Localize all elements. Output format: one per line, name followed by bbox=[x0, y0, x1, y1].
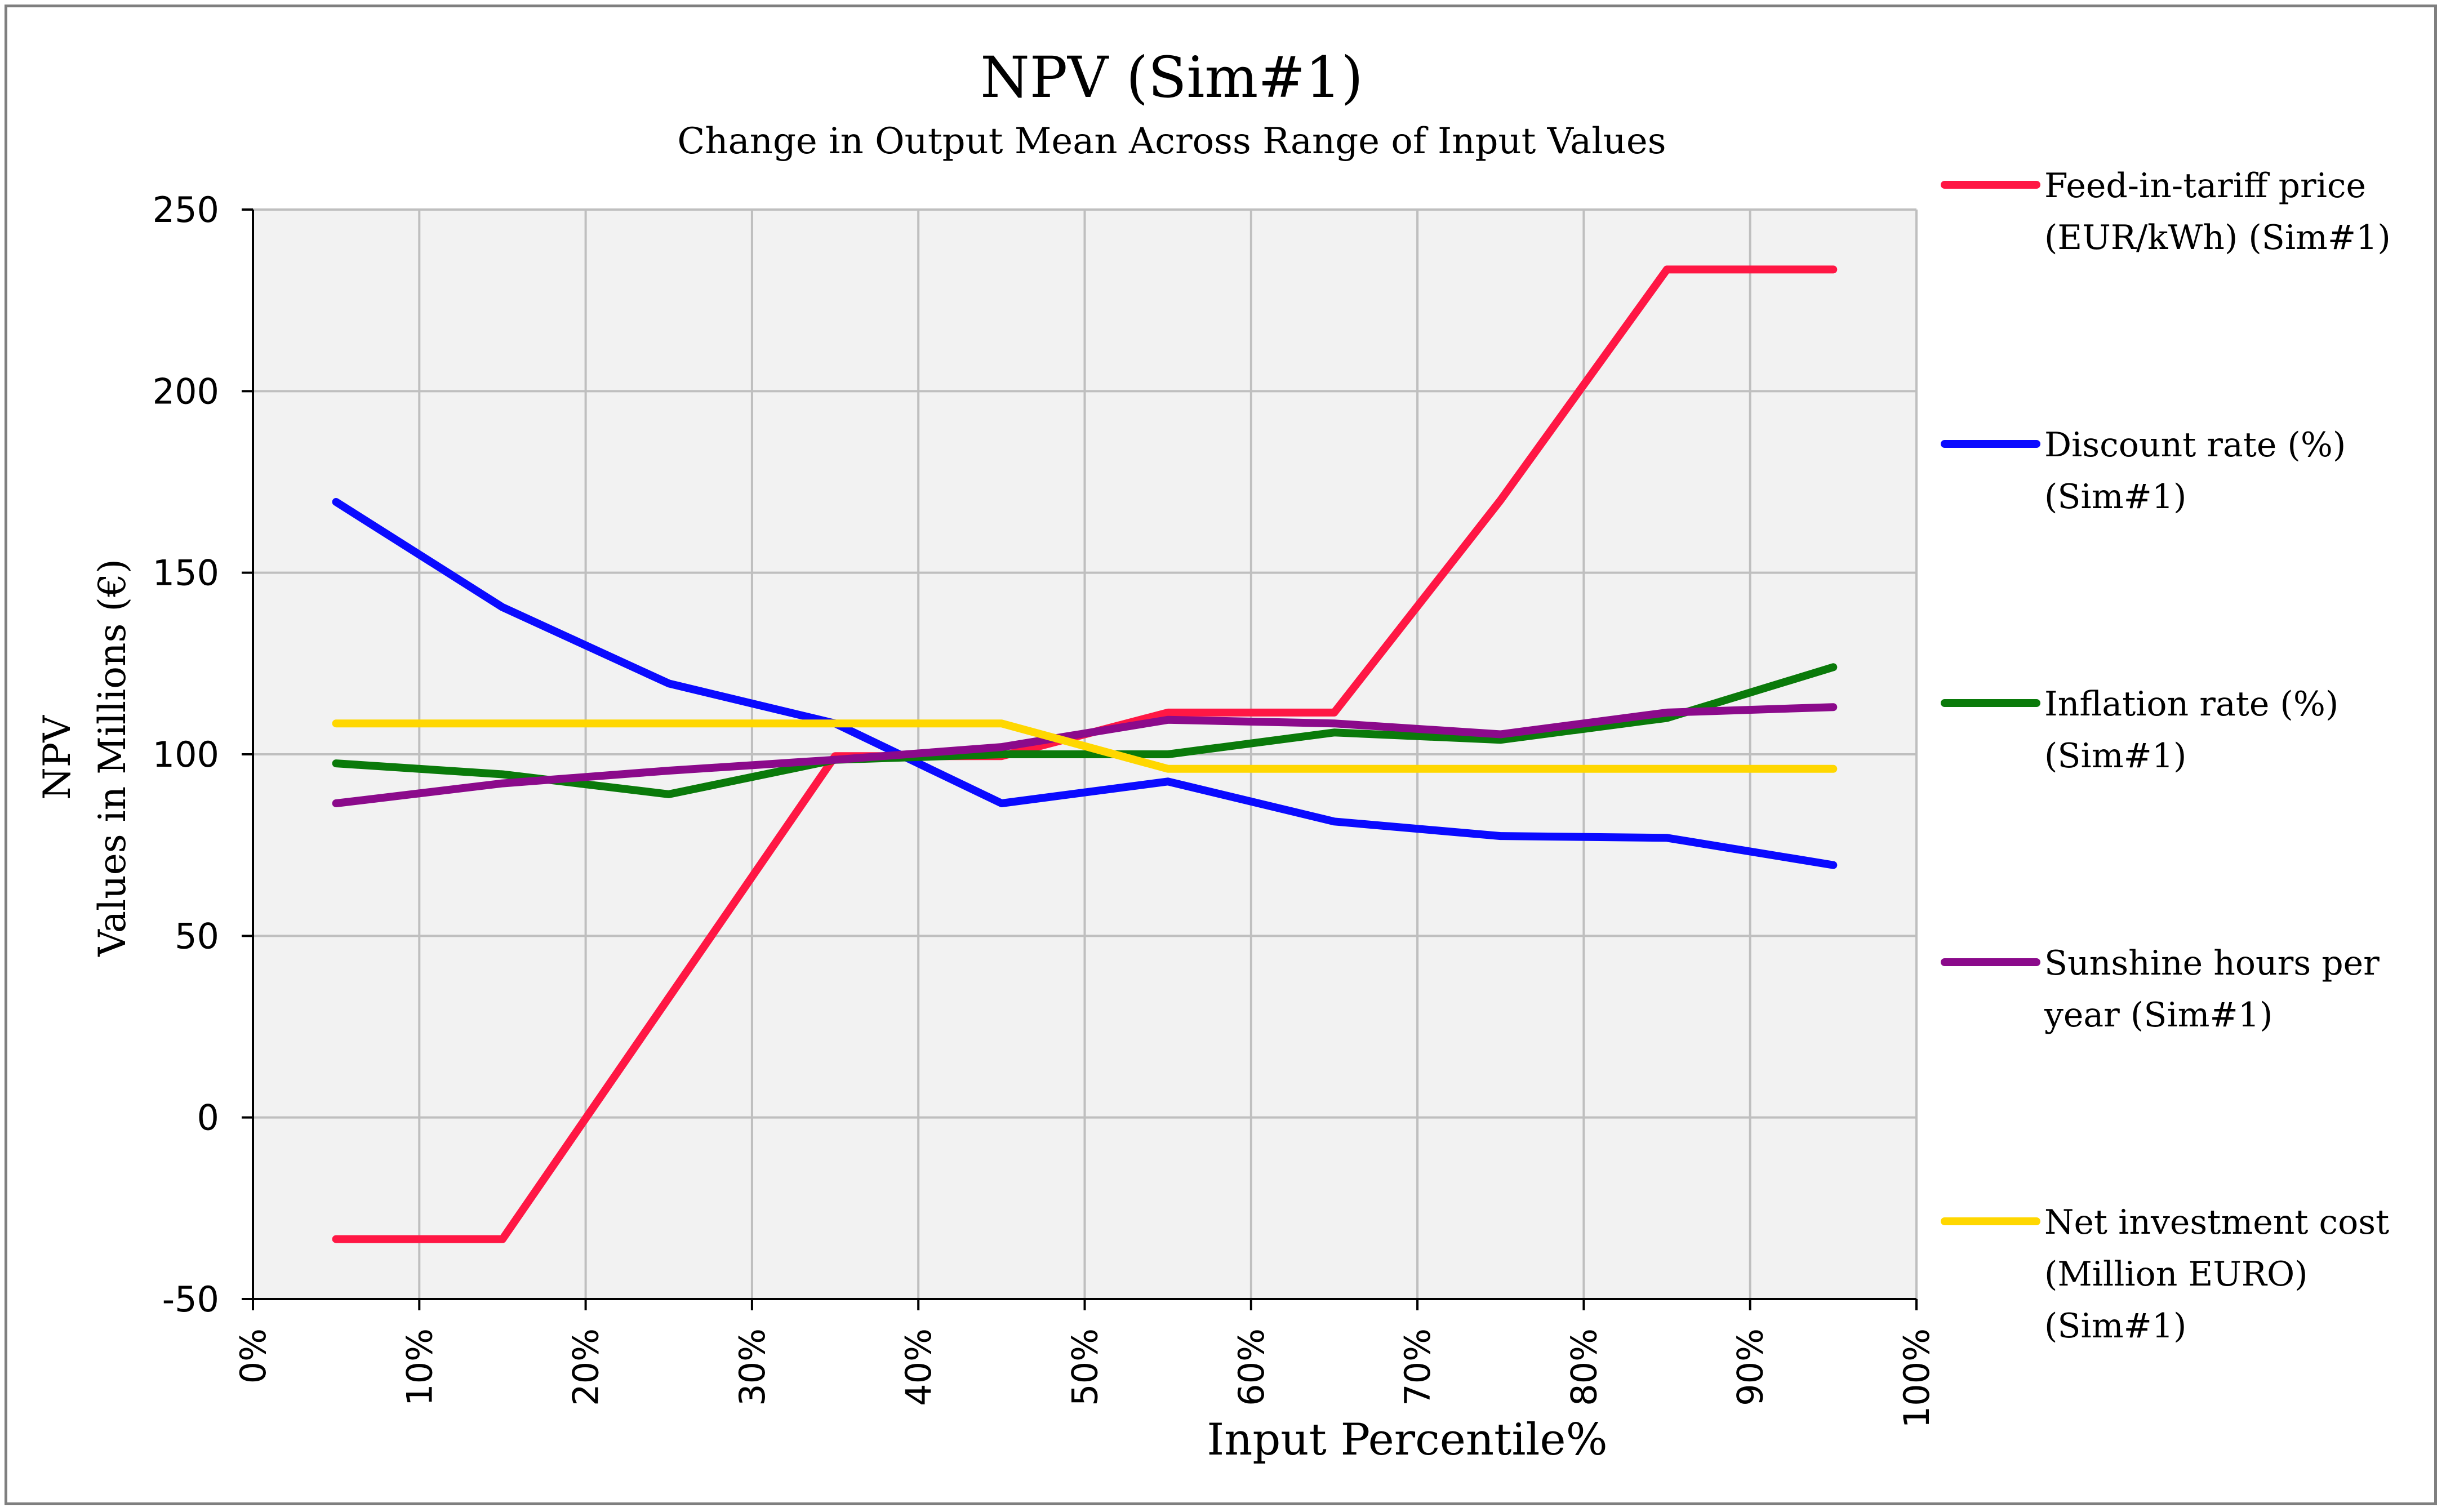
series-line-discount-rate bbox=[332, 498, 1838, 869]
x-tick-label-9: 90% bbox=[1730, 1328, 1771, 1406]
x-tick-label-3: 30% bbox=[732, 1328, 773, 1406]
x-tick-label-2: 20% bbox=[566, 1328, 607, 1406]
legend-label: Feed-in-tariff price bbox=[2044, 166, 2366, 206]
y-axis-label-line2: Values in Millions (€) bbox=[91, 559, 134, 957]
y-tick-label-4: 150 bbox=[153, 553, 219, 594]
legend-label: (Sim#1) bbox=[2044, 477, 2186, 517]
x-axis-label: Input Percentile% bbox=[1207, 1415, 1607, 1465]
y-tick-label-2: 50 bbox=[175, 915, 219, 957]
legend-label: (Million EURO) bbox=[2044, 1255, 2308, 1294]
x-tick-label-8: 80% bbox=[1563, 1328, 1604, 1406]
legend-item-sunshine-hours: Sunshine hours per year (Sim#1) bbox=[1941, 944, 2380, 1035]
y-tick-label-5: 200 bbox=[153, 371, 219, 412]
legend-label: (Sim#1) bbox=[2044, 1306, 2186, 1346]
x-tick-label-4: 40% bbox=[898, 1328, 939, 1406]
chart-title: NPV (Sim#1) bbox=[980, 45, 1363, 110]
series-lines bbox=[332, 265, 1838, 1243]
legend: Feed-in-tariff price (EUR/kWh) (Sim#1) Dis… bbox=[1941, 166, 2391, 1346]
legend-label: (EUR/kWh) (Sim#1) bbox=[2044, 218, 2391, 257]
y-tick-label-3: 100 bbox=[153, 734, 219, 775]
x-tick-label-6: 60% bbox=[1231, 1328, 1272, 1406]
legend-label: Inflation rate (%) bbox=[2044, 684, 2338, 724]
series-line-sunshine-hours bbox=[332, 703, 1838, 807]
legend-item-inflation-rate: Inflation rate (%) (Sim#1) bbox=[1941, 684, 2338, 776]
y-tick-label-0: -50 bbox=[162, 1279, 219, 1320]
y-tick-label-1: 0 bbox=[197, 1097, 219, 1139]
legend-label: Sunshine hours per bbox=[2044, 944, 2380, 983]
series-line-net-investment-cost bbox=[332, 719, 1838, 773]
axes bbox=[242, 208, 1918, 1310]
x-tick-label-10: 100% bbox=[1896, 1328, 1937, 1428]
series-line-inflation-rate bbox=[332, 663, 1838, 798]
x-tick-label-5: 50% bbox=[1065, 1328, 1106, 1406]
tick-labels: -50 0 50 100 150 200 250 0% 10% 20% 30% 40% 50% 60% 70… bbox=[153, 189, 1937, 1428]
legend-item-feed-in-tariff: Feed-in-tariff price (EUR/kWh) (Sim#1) bbox=[1941, 166, 2391, 257]
x-tick-label-7: 70% bbox=[1397, 1328, 1438, 1406]
chart-subtitle: Change in Output Mean Across Range of In… bbox=[677, 121, 1666, 162]
legend-label: Discount rate (%) bbox=[2044, 425, 2346, 465]
y-axis-label-line1: NPV bbox=[35, 715, 79, 800]
legend-label: (Sim#1) bbox=[2044, 736, 2186, 776]
x-tick-label-0: 0% bbox=[233, 1328, 274, 1384]
x-tick-label-1: 10% bbox=[399, 1328, 440, 1406]
gridlines bbox=[253, 208, 1918, 1299]
legend-item-net-investment-cost: Net investment cost (Million EURO) (Sim#1) bbox=[1941, 1203, 2389, 1346]
legend-label: year (Sim#1) bbox=[2044, 995, 2272, 1035]
y-tick-label-6: 250 bbox=[153, 189, 219, 230]
legend-item-discount-rate: Discount rate (%) (Sim#1) bbox=[1941, 425, 2346, 517]
legend-label: Net investment cost bbox=[2044, 1203, 2389, 1242]
